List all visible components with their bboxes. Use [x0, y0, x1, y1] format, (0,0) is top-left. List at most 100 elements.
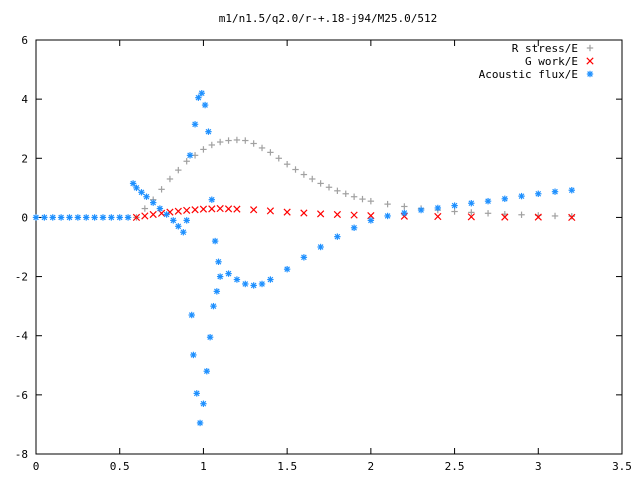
data-point	[150, 199, 157, 206]
data-point	[535, 190, 542, 197]
data-point	[124, 214, 132, 221]
data-point	[275, 155, 282, 162]
data-point	[225, 137, 232, 144]
data-point	[224, 205, 233, 213]
data-point	[350, 193, 358, 200]
data-point	[208, 205, 216, 213]
data-point	[196, 419, 204, 427]
data-point	[400, 212, 408, 220]
data-point	[206, 333, 214, 341]
data-point	[203, 368, 210, 375]
legend-marker	[586, 57, 594, 65]
data-point	[451, 202, 458, 209]
legend-marker	[586, 70, 594, 78]
data-point	[190, 351, 197, 359]
data-point	[350, 224, 358, 231]
x-tick-label: 3.5	[612, 460, 632, 473]
data-point	[32, 214, 40, 221]
data-point	[108, 214, 115, 221]
data-point	[317, 180, 324, 187]
y-tick-label: -4	[15, 330, 29, 343]
data-point	[334, 233, 341, 240]
data-point	[568, 213, 576, 222]
data-point	[242, 137, 249, 144]
data-point	[325, 184, 333, 191]
data-point	[211, 237, 219, 245]
data-point	[266, 207, 275, 215]
x-tick-label: 3	[535, 460, 542, 473]
data-point	[267, 276, 274, 283]
y-tick-label: -6	[15, 389, 28, 402]
plot-frame	[35, 39, 623, 455]
data-point	[334, 187, 341, 195]
data-point	[258, 280, 266, 288]
data-point	[205, 128, 212, 135]
data-point	[283, 161, 291, 168]
x-tick-label: 1.5	[277, 460, 297, 473]
data-point	[188, 311, 195, 319]
data-point	[200, 400, 207, 407]
x-tick-label: 2	[368, 460, 375, 473]
legend-entry-label: G work/E	[525, 55, 578, 68]
data-point	[250, 282, 257, 289]
data-point	[74, 214, 82, 221]
data-point	[149, 210, 157, 219]
data-point	[451, 208, 458, 215]
data-point	[193, 390, 200, 397]
data-point	[49, 214, 56, 221]
data-point	[158, 186, 165, 193]
series-1	[132, 204, 576, 222]
data-point	[401, 203, 408, 210]
data-point	[99, 214, 107, 221]
data-point	[434, 212, 442, 221]
data-point	[66, 214, 73, 221]
data-point	[501, 195, 508, 202]
series-layer	[32, 90, 576, 427]
y-tick-label: -8	[15, 448, 28, 461]
data-point	[83, 214, 90, 221]
data-point	[367, 197, 375, 205]
data-point	[210, 302, 217, 310]
y-tick-label: -2	[15, 271, 28, 284]
data-point	[174, 207, 182, 215]
data-point	[156, 205, 164, 212]
data-point	[317, 210, 325, 218]
data-point	[191, 206, 199, 214]
data-point	[468, 209, 475, 216]
data-point	[129, 180, 137, 187]
data-point	[258, 144, 266, 152]
data-point	[175, 223, 182, 230]
data-point	[41, 214, 48, 221]
data-point	[250, 140, 257, 147]
data-point	[551, 212, 559, 220]
data-point	[250, 206, 258, 214]
data-point	[300, 209, 308, 217]
data-point	[141, 205, 149, 212]
data-point	[195, 94, 202, 101]
data-point	[163, 211, 170, 218]
data-point	[132, 213, 141, 222]
data-point	[534, 213, 542, 221]
data-point	[283, 265, 291, 273]
y-tick-label: 2	[21, 152, 28, 165]
data-point	[267, 149, 274, 156]
data-point	[216, 138, 224, 146]
data-point	[91, 214, 98, 221]
series-2	[32, 90, 575, 427]
data-point	[359, 195, 366, 203]
data-point	[138, 189, 145, 196]
data-point	[143, 193, 150, 200]
data-point	[300, 254, 308, 261]
axis-tick-labels: 0 0.5 1 1.5 2 2.5 3 3.5 6 4 2 0 -2 -4 -6 -8	[15, 34, 632, 473]
data-point	[317, 243, 324, 251]
data-point	[384, 200, 391, 208]
data-point	[201, 101, 209, 109]
data-point	[401, 209, 408, 217]
data-point	[199, 205, 208, 213]
data-point	[216, 273, 224, 280]
legend-entry-label: Acoustic flux/E	[479, 68, 578, 81]
data-point	[467, 213, 475, 221]
data-point	[133, 184, 140, 192]
data-point	[568, 213, 575, 220]
